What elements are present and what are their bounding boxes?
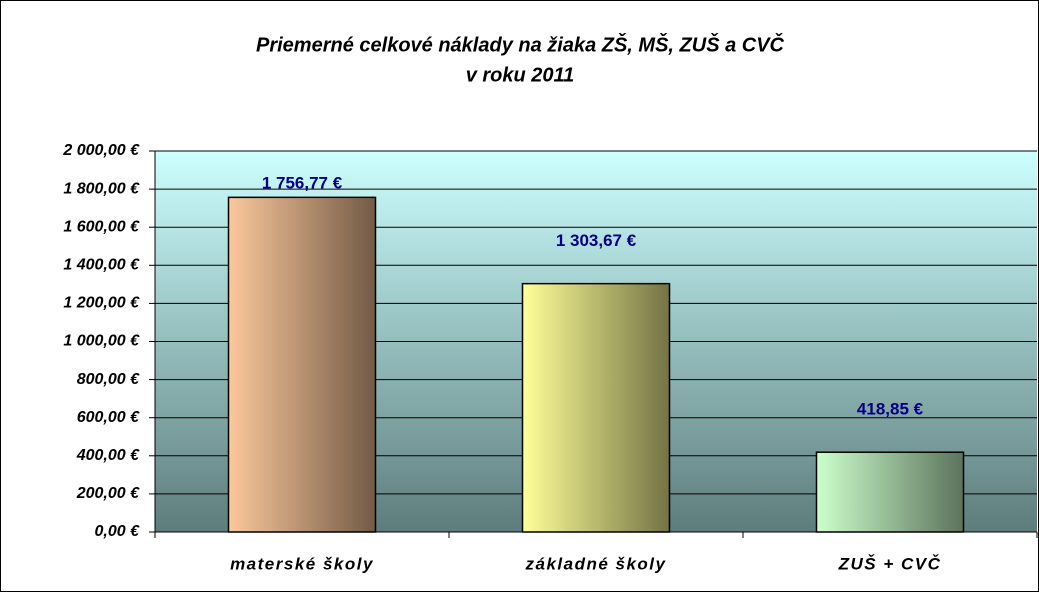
x-tick-label: materské školy [230,554,374,573]
y-tick-label: 1 000,00 € [63,333,140,350]
bar-shade [227,196,377,533]
bar-shade [815,451,965,533]
y-tick-label: 800,00 € [77,371,140,388]
value-label: 418,85 € [857,400,924,419]
bar-shade [521,282,671,533]
x-tick-label: ZUŠ + CVČ [838,554,942,573]
chart-title: Priemerné celkové náklady na žiaka ZŠ, M… [256,32,785,56]
value-label: 1 756,77 € [262,173,343,192]
y-tick-label: 0,00 € [95,523,141,540]
y-tick-label: 1 800,00 € [63,180,140,197]
x-tick-label: základné školy [524,554,666,573]
y-tick-label: 600,00 € [77,409,140,426]
y-tick-label: 200,00 € [76,485,140,502]
y-tick-label: 2 000,00 € [62,142,140,159]
y-tick-label: 1 400,00 € [63,257,140,274]
y-tick-label: 1 200,00 € [63,295,140,312]
value-label: 1 303,67 € [556,231,637,250]
y-tick-label: 1 600,00 € [63,218,140,235]
chart-title: v roku 2011 [466,64,575,86]
y-tick-label: 400,00 € [76,447,140,464]
